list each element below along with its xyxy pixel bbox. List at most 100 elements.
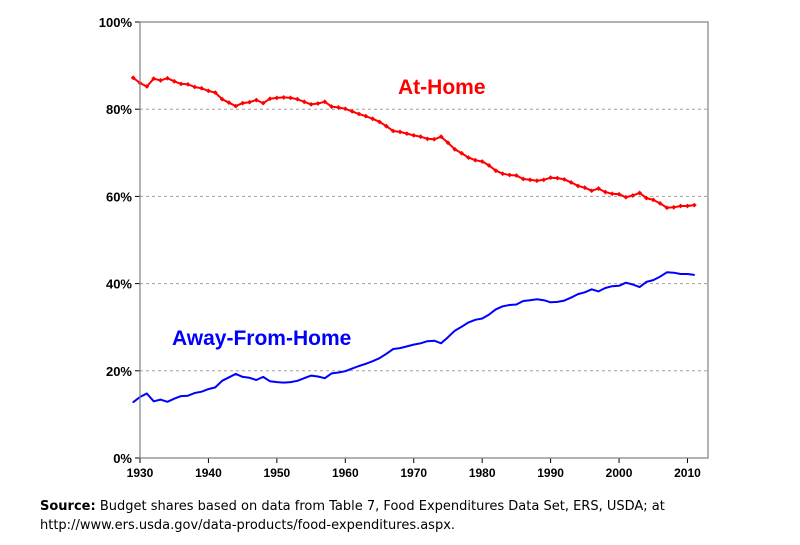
x-tick-label: 1960 xyxy=(332,466,359,480)
data-point xyxy=(570,296,572,299)
data-point xyxy=(513,173,519,178)
series-lines xyxy=(132,77,695,403)
line-chart: 0%20%40%60%80%100% 1930 1940 1950 1960 1970 1… xyxy=(99,15,709,480)
data-point xyxy=(308,102,314,107)
data-point xyxy=(618,284,620,287)
data-point xyxy=(303,377,306,380)
x-tick-label: 2000 xyxy=(606,466,633,480)
data-point xyxy=(336,105,341,110)
data-point xyxy=(609,191,615,197)
data-point xyxy=(472,157,478,163)
data-point xyxy=(166,400,169,403)
data-point xyxy=(602,189,608,195)
data-point xyxy=(440,342,442,345)
data-point xyxy=(383,123,389,129)
data-point xyxy=(536,298,538,301)
data-point xyxy=(447,336,449,339)
data-point xyxy=(199,85,204,91)
data-point xyxy=(228,376,230,379)
data-point xyxy=(187,394,189,397)
data-point xyxy=(235,373,237,375)
data-point xyxy=(568,180,574,185)
x-tick-label: 1980 xyxy=(469,466,496,480)
data-point xyxy=(247,99,252,105)
data-point xyxy=(534,178,540,184)
plot-area-frame xyxy=(139,21,709,459)
data-point xyxy=(556,301,559,303)
data-point xyxy=(289,381,292,383)
data-point xyxy=(363,113,369,119)
data-point xyxy=(520,176,526,182)
data-point xyxy=(180,395,182,397)
data-point xyxy=(575,183,581,189)
data-point xyxy=(365,363,367,365)
data-point xyxy=(322,99,328,105)
data-point xyxy=(159,398,162,401)
data-point xyxy=(351,367,353,370)
x-tick-label: 1970 xyxy=(400,466,427,480)
data-point xyxy=(549,301,552,304)
data-point xyxy=(500,171,506,177)
data-point xyxy=(431,136,437,142)
data-point xyxy=(486,163,492,168)
data-point xyxy=(604,287,607,289)
data-point xyxy=(132,401,134,403)
data-point xyxy=(445,140,451,146)
data-point xyxy=(214,386,217,389)
data-point xyxy=(459,150,465,156)
data-point xyxy=(371,360,374,363)
away-from-home-label: Away-From-Home xyxy=(172,327,351,350)
data-point xyxy=(240,100,246,106)
data-point xyxy=(342,106,348,112)
x-tick-label: 1940 xyxy=(195,466,222,480)
data-point xyxy=(630,193,636,198)
data-point xyxy=(645,281,648,283)
data-point xyxy=(691,202,697,208)
data-point xyxy=(171,78,177,84)
data-point xyxy=(555,175,560,181)
data-point xyxy=(294,96,300,102)
data-point xyxy=(337,371,340,374)
x-tick-label: 1930 xyxy=(127,466,154,480)
data-point xyxy=(397,129,403,135)
data-point xyxy=(282,381,285,384)
data-point xyxy=(460,325,463,328)
data-point xyxy=(255,379,258,381)
data-point xyxy=(212,90,218,96)
data-point xyxy=(426,340,429,342)
data-point xyxy=(233,103,239,109)
data-point xyxy=(584,291,586,294)
data-point xyxy=(659,275,661,278)
data-point xyxy=(577,293,579,295)
data-point xyxy=(178,81,184,87)
data-point xyxy=(522,300,525,302)
data-point xyxy=(542,299,545,301)
data-point xyxy=(144,84,150,89)
data-point xyxy=(597,290,600,293)
data-point xyxy=(637,190,642,196)
data-point xyxy=(686,273,689,275)
data-point xyxy=(611,285,613,288)
data-point xyxy=(453,329,456,332)
data-point xyxy=(561,176,567,182)
data-point xyxy=(452,146,458,152)
data-point xyxy=(192,84,198,90)
y-tick-label: 40% xyxy=(106,277,132,292)
data-point xyxy=(678,203,684,209)
data-point xyxy=(582,185,588,191)
data-point xyxy=(466,155,471,160)
data-point xyxy=(323,377,326,380)
y-tick-label: 60% xyxy=(106,189,132,204)
data-point xyxy=(329,104,335,109)
data-point xyxy=(274,95,280,101)
data-point xyxy=(152,400,155,403)
data-point xyxy=(515,303,518,306)
data-point xyxy=(638,286,641,288)
data-point xyxy=(206,88,211,94)
data-point xyxy=(158,78,163,83)
data-point xyxy=(481,317,483,320)
data-point xyxy=(657,200,663,206)
data-point xyxy=(226,100,232,106)
data-point xyxy=(164,75,170,81)
data-point xyxy=(529,299,531,301)
